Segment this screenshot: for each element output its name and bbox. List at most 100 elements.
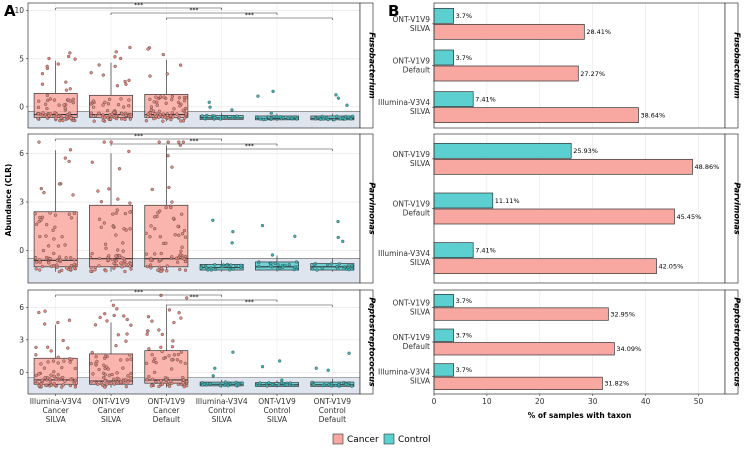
sig-label: *** [245,299,254,306]
data-point [45,93,49,98]
data-point [149,224,153,228]
data-point [149,105,154,109]
data-point [105,319,109,323]
data-point [156,268,160,272]
data-point [41,248,46,253]
data-point [265,384,269,388]
data-point [311,267,315,271]
data-point [172,320,176,325]
data-point [221,264,225,269]
data-point [47,261,51,265]
bar-label-control: 7.41% [475,246,496,254]
data-point [89,361,93,366]
x-category-label: Illumina-V3V4 [196,397,248,406]
y-tick-label: 5 [19,54,24,63]
data-point [320,266,324,270]
data-point [183,268,188,272]
box-control-4 [254,359,299,388]
sig-label: *** [190,7,199,14]
data-point [106,102,111,106]
data-point [128,201,132,205]
data-point [114,233,118,237]
bar-control [433,49,454,66]
data-point [124,339,128,343]
data-point [157,384,161,389]
data-point [56,373,60,377]
bar-label-control: 11.11% [495,197,520,205]
data-point [225,263,229,268]
data-point [40,72,45,76]
x-axis-label: % of samples with taxon [528,411,632,420]
data-point [185,379,189,384]
data-point [161,112,165,116]
x-category-label: Default [319,415,346,424]
data-point [91,99,96,103]
data-point [104,246,108,250]
bar-category-label: ONT-V1V9 [393,15,431,24]
data-point [36,116,40,121]
data-point [64,80,68,84]
data-point [230,108,234,112]
data-point [159,269,163,273]
data-point [67,54,71,59]
data-point [56,320,60,325]
data-point [107,187,111,191]
data-point [97,217,102,221]
data-point [314,366,318,370]
data-point [280,378,284,382]
data-point [105,382,109,386]
data-point [164,241,168,245]
data-point [329,262,333,266]
data-point [162,95,166,99]
data-point [67,111,72,115]
data-point [167,308,172,312]
data-point [200,114,204,118]
data-point [34,345,38,350]
bar-control [433,363,454,377]
bar-category-label: ONT-V1V9 [393,57,431,66]
data-point [349,117,353,121]
bar-control [433,91,474,108]
data-point [208,382,212,386]
data-point [153,370,157,374]
data-point [38,215,42,220]
data-point [71,97,75,101]
x-category-label: Control [208,406,235,415]
data-point [115,208,119,212]
data-point [73,366,77,371]
data-point [114,259,118,263]
data-point [102,363,106,367]
data-point [213,267,218,272]
panel-b-letter: B [388,2,399,20]
data-point [36,105,41,110]
data-point [53,225,57,229]
data-point [89,71,93,75]
data-point [90,350,94,355]
x-category-label: ONT-V1V9 [314,397,352,406]
data-point [181,108,185,112]
y-tick-label: 10 [14,6,24,15]
data-point [112,261,116,266]
data-point [145,264,150,269]
data-point [46,376,50,380]
box-cancer-2 [144,293,189,389]
data-point [69,256,73,260]
data-point [334,383,338,388]
data-point [72,381,76,386]
data-point [155,100,159,104]
data-point [103,242,108,246]
facet-parvimonas: 0 3 6 *** *** *** Parvimonas [19,133,377,284]
data-point [254,383,259,388]
data-point [39,362,43,366]
bar-cancer [433,307,609,321]
data-point [180,245,184,249]
x-category-label: ONT-V1V9 [258,397,296,406]
data-point [67,318,72,322]
data-point [72,211,76,216]
data-point [111,224,116,229]
data-point [106,367,110,371]
data-point [182,257,186,261]
y-tick-label: 3 [19,335,24,344]
data-point [144,231,148,235]
x-category-label: Control [319,406,346,415]
